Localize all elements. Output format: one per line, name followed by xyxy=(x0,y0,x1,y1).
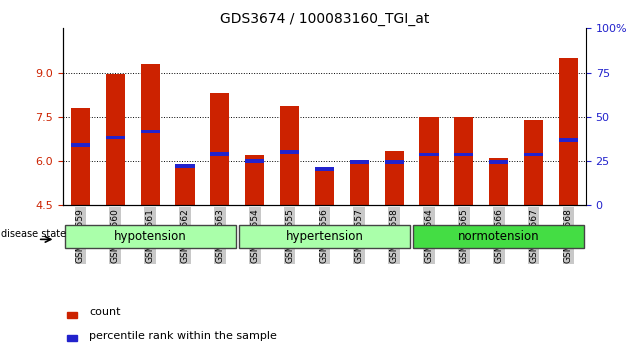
Bar xyxy=(106,74,125,205)
Bar xyxy=(384,160,404,164)
Bar xyxy=(71,108,90,205)
Bar xyxy=(350,161,369,205)
Bar xyxy=(350,160,369,164)
FancyBboxPatch shape xyxy=(65,225,236,248)
Text: hypertension: hypertension xyxy=(285,230,364,243)
Bar xyxy=(140,130,160,133)
Bar xyxy=(210,152,229,156)
Bar xyxy=(280,150,299,154)
Bar xyxy=(454,117,474,205)
Text: count: count xyxy=(89,307,121,317)
Bar xyxy=(489,160,508,164)
Text: normotension: normotension xyxy=(458,230,539,243)
Bar xyxy=(489,158,508,205)
Bar xyxy=(280,107,299,205)
Bar xyxy=(245,159,265,163)
Bar xyxy=(384,151,404,205)
Text: percentile rank within the sample: percentile rank within the sample xyxy=(89,331,277,341)
Bar xyxy=(420,117,438,205)
Bar xyxy=(524,120,543,205)
Bar xyxy=(559,58,578,205)
Bar xyxy=(140,64,160,205)
Text: disease state: disease state xyxy=(1,229,66,239)
FancyBboxPatch shape xyxy=(413,225,584,248)
Bar xyxy=(315,169,334,205)
Bar xyxy=(175,165,195,168)
Bar xyxy=(420,153,438,156)
Bar xyxy=(106,136,125,139)
Bar xyxy=(315,167,334,171)
Bar xyxy=(524,153,543,156)
Bar xyxy=(454,153,474,156)
Bar xyxy=(559,138,578,142)
Bar xyxy=(175,166,195,205)
FancyBboxPatch shape xyxy=(239,225,410,248)
Bar xyxy=(67,312,77,318)
Bar xyxy=(67,335,77,341)
Bar xyxy=(245,155,265,205)
Text: hypotension: hypotension xyxy=(114,230,186,243)
Bar xyxy=(71,143,90,147)
Title: GDS3674 / 100083160_TGI_at: GDS3674 / 100083160_TGI_at xyxy=(220,12,429,26)
Bar xyxy=(210,93,229,205)
